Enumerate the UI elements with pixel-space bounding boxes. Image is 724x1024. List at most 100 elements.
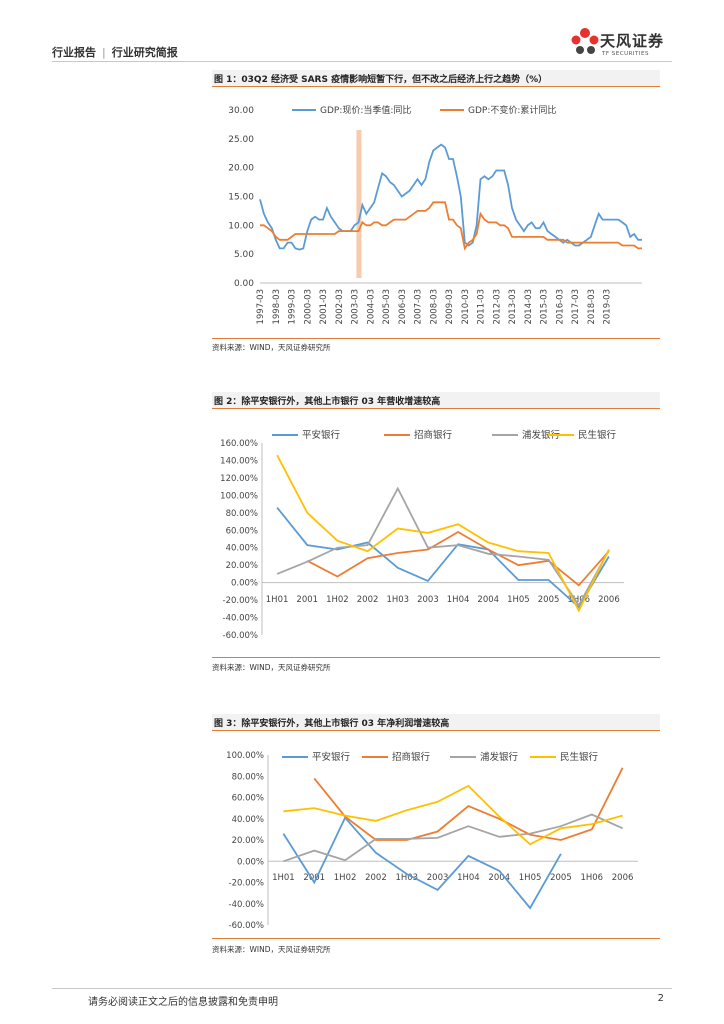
figure-2-title-bar: 图 2：除平安银行外，其他上市银行 03 年营收增速较高 — [212, 392, 660, 409]
y-tick-label: 0.00 — [234, 279, 254, 289]
figure-2-title: 图 2：除平安银行外，其他上市银行 03 年营收增速较高 — [214, 397, 441, 407]
logo-cn-text: 天风证券 — [600, 32, 665, 50]
footer-disclaimer: 请务必阅读正文之后的信息披露和免责申明 — [88, 997, 278, 1008]
x-tick-label: 2017-03 — [571, 289, 581, 325]
y-tick-label: 120.00% — [220, 474, 258, 484]
x-tick-label: 2014-03 — [524, 289, 534, 325]
x-tick-label: 2006 — [612, 873, 634, 883]
y-tick-label: 0.00% — [237, 857, 264, 867]
x-tick-label: 2016-03 — [555, 289, 565, 325]
figure-2-chart: -60.00% -40.00% -20.00% 0.00% 20.00% 40.00% 60… — [220, 429, 624, 641]
figure-1-divider — [212, 338, 660, 339]
legend-label: 招商银行 — [414, 429, 453, 441]
x-tick-label: 2019-03 — [603, 289, 613, 325]
y-tick-label: 160.00% — [220, 439, 258, 449]
x-tick-label: 1H02 — [334, 873, 357, 883]
report-header: 行业报告 | 行业研究简报 — [52, 44, 178, 60]
x-tick-label: 2012-03 — [492, 289, 502, 325]
header-category: 行业报告 — [52, 46, 96, 59]
figure-3-title: 图 3：除平安银行外，其他上市银行 03 年净利润增速较高 — [214, 719, 450, 729]
x-tick-label: 2015-03 — [540, 289, 550, 325]
y-tick-label: 0.00% — [231, 579, 258, 589]
legend-label: 民生银行 — [560, 751, 599, 763]
y-tick-label: 40.00% — [226, 544, 258, 554]
x-tick-label: 1H04 — [447, 595, 470, 605]
x-tick-label: 2005 — [538, 595, 560, 605]
y-tick-label: -60.00% — [229, 921, 264, 931]
tf-securities-logo: 天风证券 TF SECURITIES — [570, 26, 680, 66]
x-tick-label: 2001 — [303, 873, 325, 883]
x-tick-label: 1H02 — [326, 595, 349, 605]
page-number: 2 — [657, 993, 664, 1004]
x-tick-label: 1998-03 — [272, 289, 282, 325]
legend-label: GDP:不变价:累计同比 — [468, 104, 556, 116]
x-tick-label: 2004 — [488, 873, 510, 883]
footer-divider — [52, 988, 672, 989]
y-tick-label: 10.00 — [228, 221, 254, 231]
y-tick-label: 40.00% — [232, 815, 264, 825]
x-tick-label: 2006-03 — [398, 289, 408, 325]
x-tick-label: 2005-03 — [382, 289, 392, 325]
figure-3-chart: -60.00% -40.00% -20.00% 0.00% 20.00% 40.00% 60… — [226, 751, 638, 931]
figure-3-title-bar: 图 3：除平安银行外，其他上市银行 03 年净利润增速较高 — [212, 714, 660, 731]
series-line-1 — [313, 767, 624, 841]
legend-label: 民生银行 — [578, 429, 617, 441]
x-tick-label: 2011-03 — [477, 289, 487, 325]
x-tick-label: 2003-03 — [351, 289, 361, 325]
header-separator: | — [102, 46, 106, 59]
x-tick-label: 1999-03 — [288, 289, 298, 325]
y-tick-label: -40.00% — [223, 614, 258, 624]
sars-highlight-band — [356, 130, 362, 278]
series-line-2 — [276, 486, 610, 608]
x-tick-label: 1H03 — [395, 873, 418, 883]
series-line-0 — [259, 143, 642, 251]
series-line-1 — [306, 530, 610, 587]
figure-2-divider — [212, 657, 660, 658]
x-tick-label: 2008-03 — [429, 289, 439, 325]
y-tick-label: 20.00 — [228, 164, 254, 174]
logo-en-text: TF SECURITIES — [602, 51, 649, 57]
series-line-3 — [276, 454, 610, 613]
y-tick-label: 20.00% — [232, 836, 264, 846]
legend-label: 招商银行 — [392, 751, 431, 763]
x-tick-label: 2002-03 — [335, 289, 345, 325]
logo-flower-icon — [571, 28, 599, 54]
y-tick-label: 100.00% — [220, 491, 258, 501]
y-tick-label: 60.00% — [232, 794, 264, 804]
x-tick-label: 2000-03 — [303, 289, 313, 325]
x-tick-label: 1H06 — [580, 873, 603, 883]
y-tick-label: -60.00% — [223, 631, 258, 641]
x-tick-label: 2003 — [427, 873, 449, 883]
x-tick-label: 2009-03 — [445, 289, 455, 325]
series-line-0 — [276, 507, 610, 609]
x-tick-label: 2006 — [598, 595, 620, 605]
y-tick-label: 5.00 — [234, 250, 254, 260]
header-subcategory: 行业研究简报 — [111, 46, 178, 59]
legend-label: 浦发银行 — [480, 751, 519, 763]
x-tick-label: 2005 — [550, 873, 572, 883]
series-line-0 — [282, 816, 562, 910]
y-tick-label: 60.00% — [226, 526, 258, 536]
x-tick-label: 2007-03 — [414, 289, 424, 325]
x-tick-label: 1H04 — [457, 873, 480, 883]
figure-1-title: 图 1：03Q2 经济受 SARS 疫情影响短暂下行，但不改之后经济上行之趋势（… — [214, 75, 548, 85]
y-tick-label: 80.00% — [232, 772, 264, 782]
series-line-2 — [283, 813, 623, 863]
y-tick-label: 140.00% — [220, 456, 258, 466]
y-tick-label: 20.00% — [226, 561, 258, 571]
x-tick-label: 1H01 — [272, 873, 295, 883]
x-tick-label: 2018-03 — [587, 289, 597, 325]
x-tick-label: 1H06 — [567, 595, 590, 605]
legend-label: 平安银行 — [312, 751, 351, 763]
x-tick-label: 2010-03 — [461, 289, 471, 325]
x-tick-label: 2002 — [357, 595, 379, 605]
x-tick-label: 2002 — [365, 873, 387, 883]
x-tick-label: 2003 — [417, 595, 439, 605]
figure-1-chart: 0.00 5.00 10.00 15.00 20.00 25.00 30.00 1997-03… — [228, 104, 642, 325]
x-tick-label: 1H05 — [519, 873, 542, 883]
y-tick-label: 80.00% — [226, 509, 258, 519]
header-divider — [52, 61, 672, 62]
x-tick-label: 2001 — [296, 595, 318, 605]
y-tick-label: -20.00% — [229, 879, 264, 889]
x-tick-label: 1997-03 — [256, 289, 266, 325]
